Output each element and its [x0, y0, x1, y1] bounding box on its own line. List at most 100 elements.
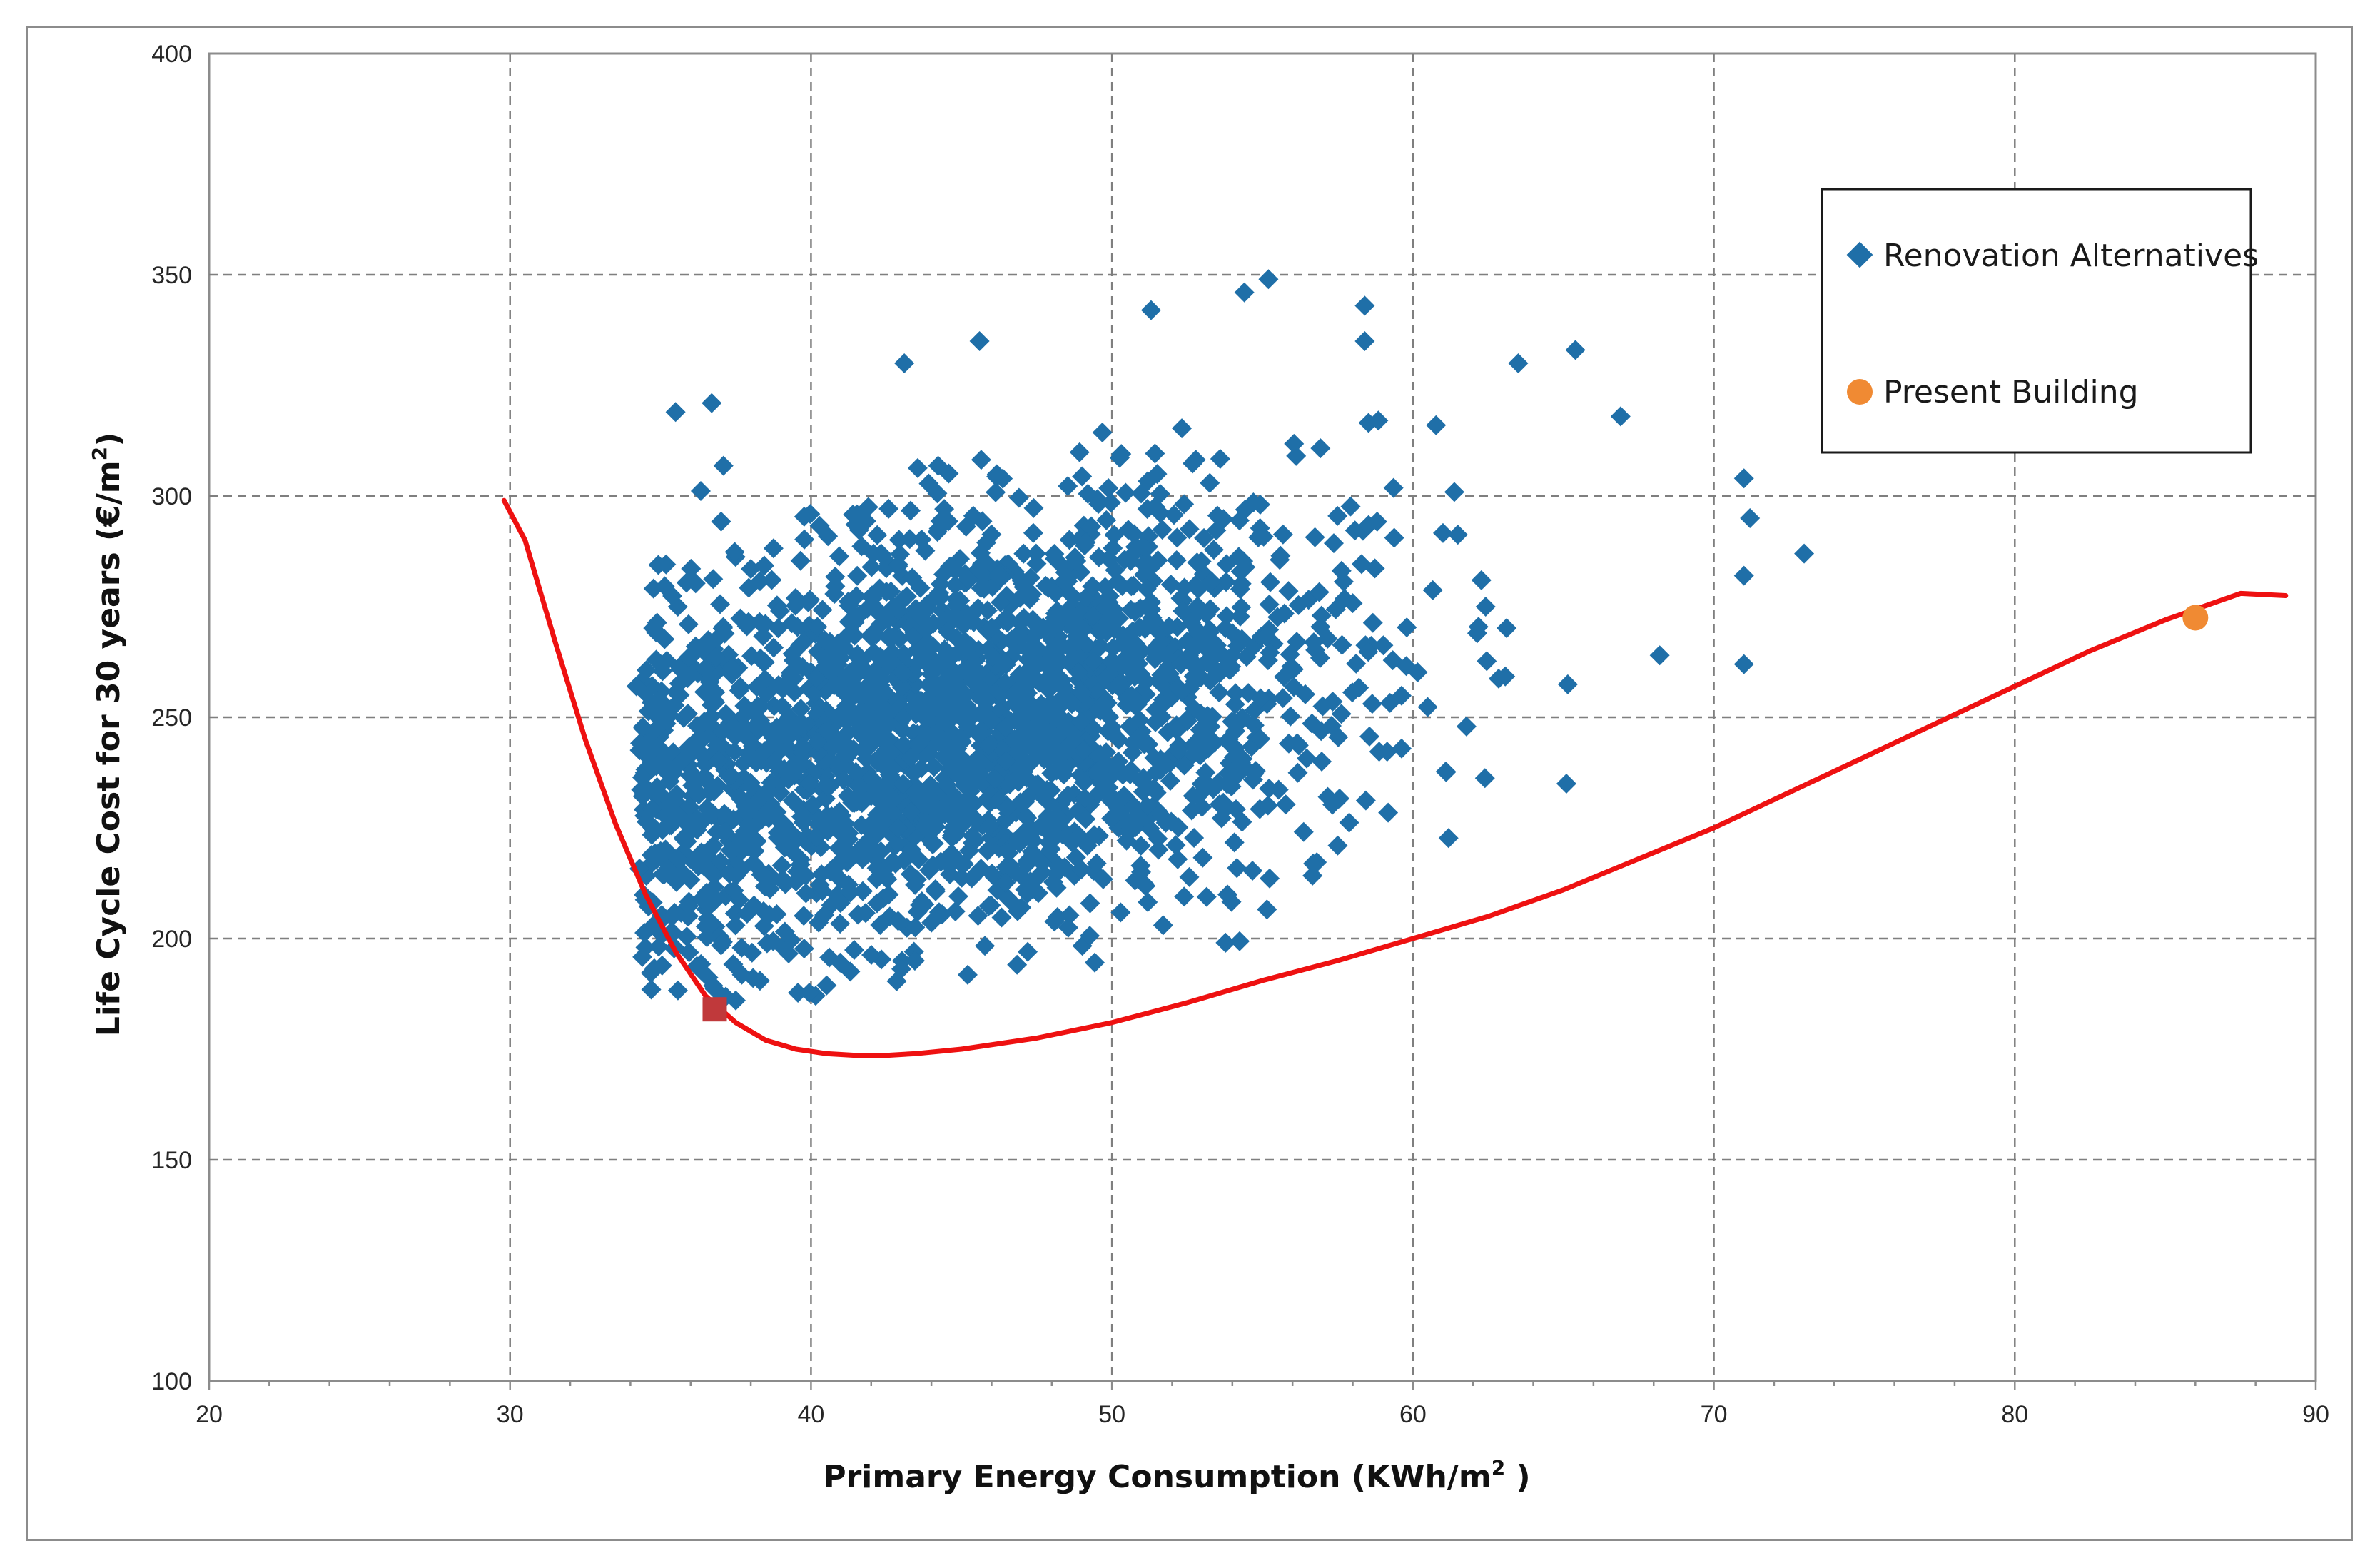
y-tick-label: 150	[151, 1147, 192, 1174]
renovation-point	[1023, 612, 1043, 632]
renovation-point	[1417, 697, 1438, 717]
renovation-point	[905, 917, 926, 938]
renovation-point	[882, 642, 903, 662]
renovation-point	[1170, 588, 1191, 609]
renovation-point	[1170, 654, 1191, 674]
renovation-point	[1210, 448, 1230, 469]
renovation-point	[1355, 790, 1376, 811]
renovation-point	[1188, 620, 1208, 641]
renovation-point	[1346, 653, 1367, 674]
renovation-point	[855, 903, 876, 924]
renovation-point	[726, 836, 747, 857]
renovation-point	[1181, 800, 1202, 821]
renovation-point	[799, 774, 819, 794]
renovation-point	[1339, 812, 1359, 833]
x-tick-label: 20	[196, 1401, 223, 1428]
renovation-point	[1058, 785, 1078, 806]
renovation-point	[866, 869, 887, 889]
renovation-point	[969, 331, 990, 351]
y-tick-label: 300	[151, 483, 192, 510]
renovation-point	[733, 753, 754, 774]
renovation-point	[1259, 594, 1280, 614]
renovation-point	[1101, 717, 1122, 737]
renovation-point	[947, 789, 968, 809]
renovation-point	[1733, 565, 1754, 586]
renovation-point	[1209, 682, 1230, 703]
renovation-point	[888, 818, 908, 839]
renovation-point	[1270, 550, 1290, 570]
renovation-point	[1082, 576, 1103, 597]
renovation-point	[1257, 899, 1277, 920]
renovation-point	[856, 749, 876, 769]
renovation-point	[759, 872, 780, 893]
renovation-point	[961, 868, 982, 889]
renovation-point	[1160, 575, 1181, 595]
renovation-point	[739, 577, 759, 598]
renovation-point	[661, 764, 682, 785]
renovation-point	[1649, 645, 1670, 666]
renovation-point	[1190, 745, 1210, 766]
renovation-point	[818, 526, 839, 547]
renovation-point	[839, 595, 859, 616]
renovation-point	[824, 737, 844, 757]
renovation-point	[919, 860, 940, 881]
renovation-point	[976, 532, 997, 553]
renovation-point	[1007, 624, 1028, 645]
renovation-point	[770, 782, 791, 803]
renovation-point	[1046, 877, 1067, 898]
renovation-point	[1210, 663, 1230, 684]
renovation-point	[1100, 492, 1121, 513]
renovation-point	[952, 732, 973, 752]
renovation-point	[1297, 748, 1317, 769]
renovation-point	[1045, 548, 1065, 569]
renovation-point	[730, 608, 751, 629]
renovation-point	[1165, 835, 1186, 856]
renovation-point	[864, 642, 884, 663]
renovation-point	[662, 585, 683, 606]
renovation-point	[903, 698, 924, 719]
renovation-point	[1194, 527, 1215, 548]
renovation-point	[644, 732, 664, 752]
renovation-point	[685, 636, 706, 657]
renovation-point	[847, 565, 868, 586]
renovation-point	[724, 880, 744, 901]
renovation-point	[1023, 497, 1044, 518]
renovation-point	[775, 874, 796, 894]
renovation-point	[1222, 622, 1242, 643]
renovation-point	[632, 717, 653, 737]
renovation-point	[1359, 726, 1379, 747]
renovation-point	[893, 774, 913, 794]
renovation-point	[1288, 595, 1309, 615]
renovation-point	[736, 904, 757, 924]
renovation-point	[641, 979, 662, 1000]
renovation-point	[911, 529, 932, 550]
renovation-point	[816, 652, 837, 672]
renovation-point	[747, 791, 768, 811]
renovation-point	[1255, 626, 1276, 647]
renovation-point	[1225, 694, 1245, 714]
renovation-point	[723, 954, 744, 975]
renovation-point	[1456, 716, 1477, 737]
renovation-point	[867, 893, 888, 914]
renovation-point	[774, 759, 794, 779]
renovation-point	[900, 500, 921, 521]
renovation-point	[941, 688, 961, 709]
renovation-point	[899, 529, 920, 550]
renovation-point	[1068, 662, 1089, 683]
renovation-point	[659, 796, 679, 817]
renovation-point	[1302, 713, 1322, 734]
renovation-point	[1038, 832, 1059, 853]
renovation-point	[1078, 483, 1098, 504]
renovation-point	[756, 683, 777, 704]
renovation-point	[1382, 650, 1403, 671]
renovation-point	[826, 885, 847, 906]
renovation-point	[1168, 677, 1188, 697]
renovation-point	[1135, 774, 1156, 794]
renovation-point	[830, 869, 851, 890]
renovation-point	[1086, 853, 1107, 874]
renovation-point	[1111, 444, 1132, 465]
renovation-point	[973, 578, 994, 599]
renovation-point	[1565, 340, 1586, 360]
renovation-point	[1275, 794, 1296, 815]
y-tick-label: 350	[151, 262, 192, 289]
